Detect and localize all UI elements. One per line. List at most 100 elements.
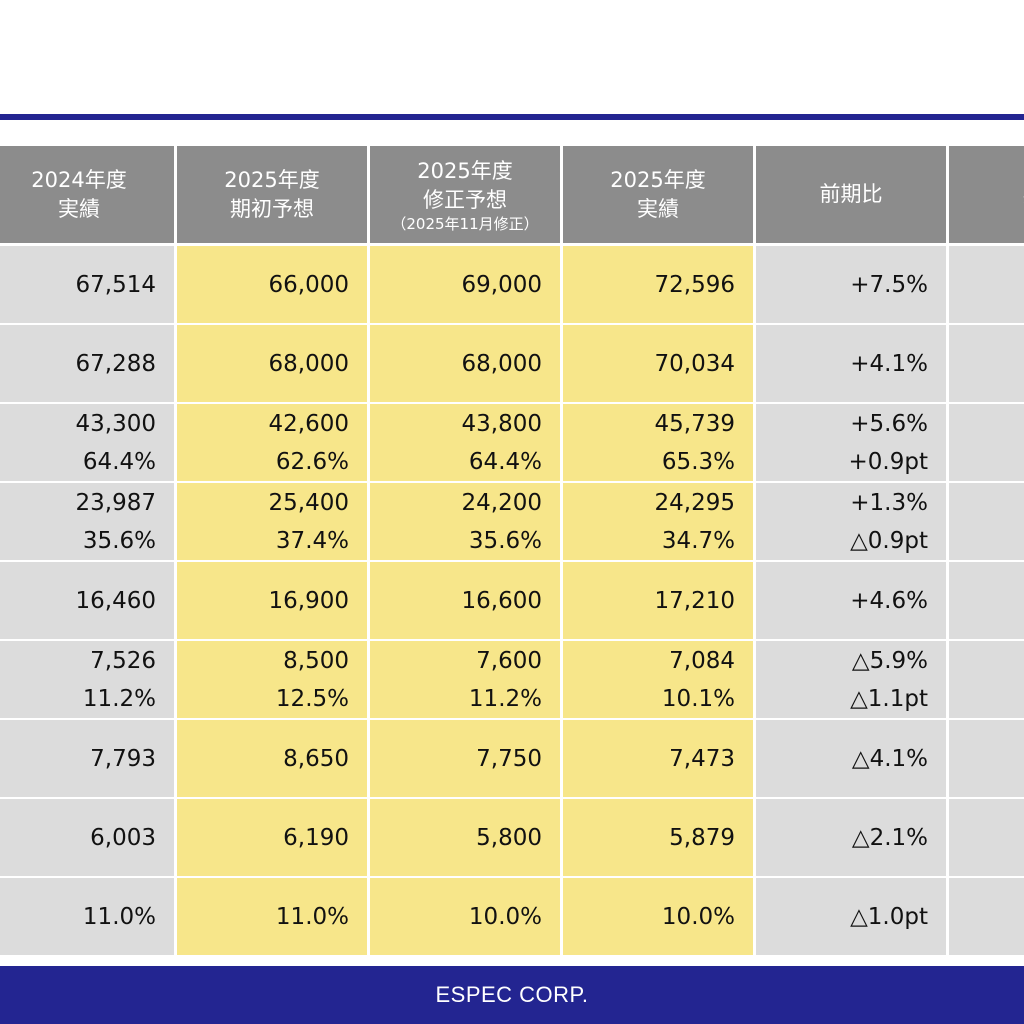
- table-cell: △4.1%: [756, 720, 949, 799]
- top-rule: [0, 114, 1024, 120]
- cell-value: 43,300: [75, 410, 156, 437]
- table-cell: 6,003: [0, 799, 177, 878]
- cell-value: 72,596: [654, 271, 735, 298]
- table-row: 16,460 16,900 16,600 17,210 +4.6%: [0, 562, 1024, 641]
- table-cell: 5,879: [563, 799, 756, 878]
- cell-value: 11.2%: [82, 685, 156, 712]
- column-header: 前期比: [756, 146, 949, 246]
- column-header-line: 2025年度: [610, 167, 706, 192]
- footer-bar: ESPEC CORP.: [0, 966, 1024, 1024]
- table-cell: 69,000: [370, 246, 563, 325]
- results-table-region: 2024年度 実績 2025年度 期初予想 2025年度 修正予想 （2025年11月修正）…: [0, 146, 1024, 956]
- cell-value: 16,460: [75, 587, 156, 614]
- cell-value: 42,600: [268, 410, 349, 437]
- column-header-line: 2025年度: [224, 167, 320, 192]
- table-cell: 7,526 11.2%: [0, 641, 177, 720]
- table-cell: 6,190: [177, 799, 370, 878]
- cell-value: 68,000: [461, 350, 542, 377]
- table-cell: △5.9% △1.1pt: [756, 641, 949, 720]
- cell-value: △1.0pt: [850, 903, 928, 930]
- column-header-line: 実績: [637, 196, 679, 221]
- column-header-line: 2024年度: [31, 167, 127, 192]
- table-row: 6,003 6,190 5,800 5,879 △2.1%: [0, 799, 1024, 878]
- table-cell: [949, 720, 1024, 799]
- cell-value: 16,900: [268, 587, 349, 614]
- cell-value: +0.9pt: [848, 448, 928, 475]
- cell-value: △1.1pt: [850, 685, 928, 712]
- column-header-line: 期初: [953, 180, 1024, 209]
- cell-value: 6,003: [90, 824, 156, 851]
- table-cell: 8,500 12.5%: [177, 641, 370, 720]
- table-row: 43,300 64.4% 42,600 62.6% 43,800 64.4% 45,739 6…: [0, 404, 1024, 483]
- cell-value: 11.0%: [275, 903, 349, 930]
- cell-value: 16,600: [461, 587, 542, 614]
- table-cell: [949, 641, 1024, 720]
- cell-value: 11.0%: [82, 903, 156, 930]
- column-header-line: 2025年度: [417, 158, 513, 183]
- cell-value: △5.9%: [851, 647, 928, 674]
- cell-value: 7,793: [90, 745, 156, 772]
- cell-value: +4.1%: [850, 350, 928, 377]
- table-cell: 67,514: [0, 246, 177, 325]
- table-cell: 45,739 65.3%: [563, 404, 756, 483]
- table-cell: 11.0%: [0, 878, 177, 956]
- cell-value: 7,473: [669, 745, 735, 772]
- column-header: 2025年度 修正予想 （2025年11月修正）: [370, 146, 563, 246]
- cell-value: 62.6%: [275, 448, 349, 475]
- table-cell: 7,600 11.2%: [370, 641, 563, 720]
- table-cell: 25,400 37.4%: [177, 483, 370, 562]
- cell-value: 34.7%: [661, 527, 735, 554]
- column-header-line: 前期比: [819, 182, 883, 206]
- table-cell: [949, 404, 1024, 483]
- column-header: 期初: [949, 146, 1024, 246]
- table-body: 67,514 66,000 69,000 72,596 +7.5% 67,288 68,00…: [0, 246, 1024, 956]
- cell-value: 7,084: [669, 647, 735, 674]
- cell-value: 65.3%: [661, 448, 735, 475]
- table-cell: 11.0%: [177, 878, 370, 956]
- cell-value: 43,800: [461, 410, 542, 437]
- cell-value: 64.4%: [468, 448, 542, 475]
- column-header-line: 実績: [58, 196, 100, 221]
- cell-value: 68,000: [268, 350, 349, 377]
- cell-value: 35.6%: [468, 527, 542, 554]
- column-header-line: 修正予想: [423, 187, 507, 212]
- cell-value: 70,034: [654, 350, 735, 377]
- cell-value: 12.5%: [275, 685, 349, 712]
- cell-value: 5,879: [669, 824, 735, 851]
- table-row: 7,526 11.2% 8,500 12.5% 7,600 11.2% 7,084 10.1%…: [0, 641, 1024, 720]
- table-row: 11.0% 11.0% 10.0% 10.0% △1.0pt: [0, 878, 1024, 956]
- table-row: 67,288 68,000 68,000 70,034 +4.1%: [0, 325, 1024, 404]
- column-header: 2024年度 実績: [0, 146, 177, 246]
- cell-value: △0.9pt: [850, 527, 928, 554]
- cell-value: 24,200: [461, 489, 542, 516]
- table-cell: 23,987 35.6%: [0, 483, 177, 562]
- table-cell: 68,000: [177, 325, 370, 404]
- cell-value: +7.5%: [850, 271, 928, 298]
- table-cell: 7,473: [563, 720, 756, 799]
- cell-value: 7,526: [90, 647, 156, 674]
- table-cell: [949, 246, 1024, 325]
- table-cell: [949, 799, 1024, 878]
- table-cell: 43,300 64.4%: [0, 404, 177, 483]
- cell-value: 25,400: [268, 489, 349, 516]
- cell-value: 23,987: [75, 489, 156, 516]
- table-cell: 10.0%: [563, 878, 756, 956]
- table-header-row: 2024年度 実績 2025年度 期初予想 2025年度 修正予想 （2025年11月修正）…: [0, 146, 1024, 246]
- table-cell: 66,000: [177, 246, 370, 325]
- cell-value: +5.6%: [850, 410, 928, 437]
- cell-value: +1.3%: [850, 489, 928, 516]
- table-cell: 7,750: [370, 720, 563, 799]
- column-header: 2025年度 実績: [563, 146, 756, 246]
- table-cell: 42,600 62.6%: [177, 404, 370, 483]
- cell-value: 8,650: [283, 745, 349, 772]
- cell-value: 64.4%: [82, 448, 156, 475]
- column-header-note: （2025年11月修正）: [391, 214, 539, 233]
- column-header: 2025年度 期初予想: [177, 146, 370, 246]
- cell-value: 11.2%: [468, 685, 542, 712]
- cell-value: 66,000: [268, 271, 349, 298]
- table-row: 23,987 35.6% 25,400 37.4% 24,200 35.6% 24,295 3…: [0, 483, 1024, 562]
- table-cell: [949, 325, 1024, 404]
- cell-value: +4.6%: [850, 587, 928, 614]
- table-cell: 5,800: [370, 799, 563, 878]
- cell-value: 17,210: [654, 587, 735, 614]
